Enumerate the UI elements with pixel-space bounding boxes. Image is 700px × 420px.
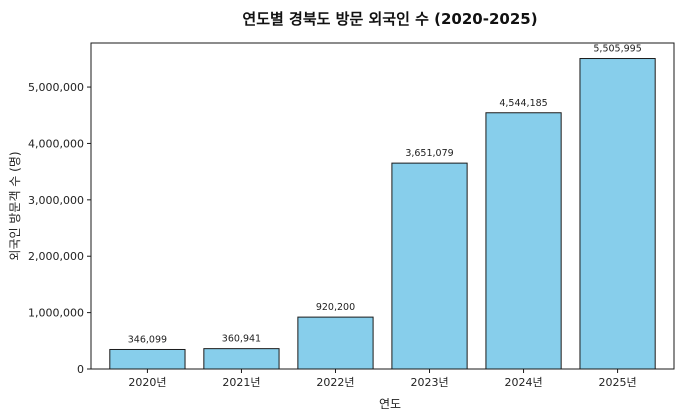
y-tick-label: 3,000,000	[28, 194, 84, 207]
chart-title: 연도별 경북도 방문 외국인 수 (2020-2025)	[242, 10, 537, 28]
x-axis: 2020년 2021년 2022년 2023년 2024년 2025년	[128, 369, 637, 389]
y-tick-label: 0	[77, 363, 84, 376]
x-tick-label: 2024년	[504, 376, 542, 389]
x-tick-label: 2023년	[410, 376, 448, 389]
data-labels-group: 346,099 360,941 920,200 3,651,079 4,544,185 5…	[128, 44, 642, 346]
y-axis-label: 외국인 방문객 수 (명)	[8, 151, 22, 260]
x-tick-label: 2025년	[599, 376, 637, 389]
bar-value-label: 346,099	[128, 334, 167, 345]
bar	[485, 112, 562, 370]
x-tick-label: 2020년	[128, 376, 166, 389]
bar	[391, 162, 468, 370]
y-tick-label: 4,000,000	[28, 137, 84, 150]
bar	[203, 348, 280, 370]
x-axis-label: 연도	[379, 397, 401, 411]
x-tick-label: 2021년	[222, 376, 260, 389]
y-tick-label: 2,000,000	[28, 250, 84, 263]
bar	[297, 316, 374, 370]
bar-value-label: 3,651,079	[405, 148, 453, 159]
y-axis: 0 1,000,000 2,000,000 3,000,000 4,000,000 5,0…	[28, 81, 91, 376]
bar	[579, 58, 656, 370]
bars-group	[109, 58, 656, 370]
bar-value-label: 920,200	[316, 302, 355, 313]
bar-value-label: 5,505,995	[593, 44, 641, 55]
y-tick-label: 5,000,000	[28, 81, 84, 94]
x-tick-label: 2022년	[316, 376, 354, 389]
bar-value-label: 4,544,185	[499, 98, 547, 109]
y-tick-label: 1,000,000	[28, 307, 84, 320]
plot-frame	[90, 42, 675, 370]
bar-value-label: 360,941	[222, 334, 261, 345]
bar	[109, 348, 186, 370]
